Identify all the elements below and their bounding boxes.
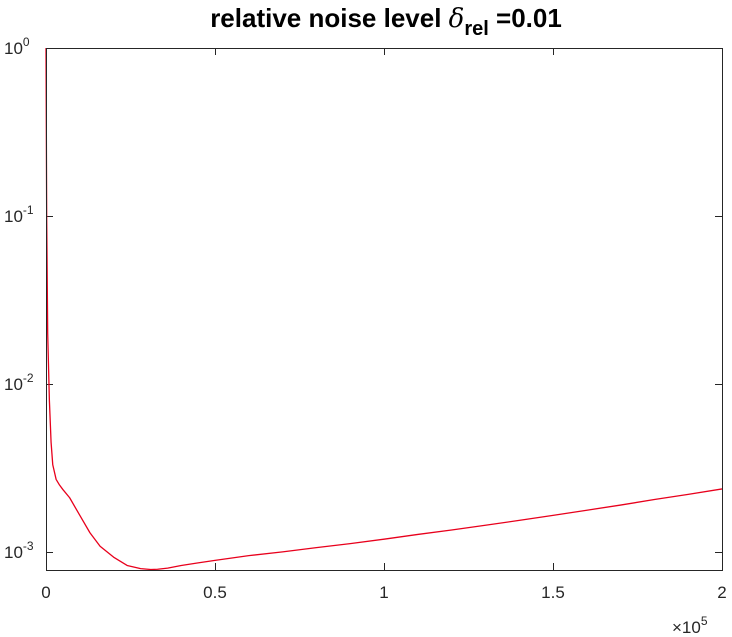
- x-tick-label: 0: [41, 583, 50, 602]
- title-prefix: relative noise level: [210, 3, 448, 33]
- y-tick-label: 10-3: [4, 539, 34, 562]
- y-tick-base: 10: [4, 207, 23, 226]
- y-tick-base: 10: [4, 39, 23, 58]
- y-tick-base: 10: [4, 543, 23, 562]
- x-tick-label: 0.5: [203, 583, 227, 602]
- y-tick-power: -2: [23, 371, 34, 385]
- y-tick-power: 0: [23, 35, 30, 49]
- series-line: [45, 47, 723, 571]
- x-tick-label: 1.5: [541, 583, 565, 602]
- x-exponent-power: 5: [701, 614, 708, 628]
- y-tick-power: -1: [23, 203, 34, 217]
- x-tick-labels: 0 0.5 1 1.5 2: [41, 583, 726, 602]
- data-series: [45, 47, 723, 571]
- chart-title: relative noise level δrel =0.01: [210, 3, 562, 40]
- y-tick-label: 100: [4, 35, 30, 58]
- x-exponent-label: ×105: [672, 614, 708, 637]
- y-tick-power: -3: [23, 539, 34, 553]
- plot-area: [46, 48, 722, 570]
- axes-box: [46, 48, 723, 571]
- title-suffix: =0.01: [489, 3, 562, 33]
- y-tick-label: 10-2: [4, 371, 34, 394]
- x-tick-label: 2: [717, 583, 726, 602]
- x-exponent-times: ×10: [672, 618, 701, 637]
- x-tick-label: 1: [379, 583, 388, 602]
- y-tick-label: 10-1: [4, 203, 34, 226]
- y-tick-base: 10: [4, 375, 23, 394]
- title-subscript: rel: [464, 18, 488, 40]
- title-delta-symbol: δ: [449, 4, 465, 34]
